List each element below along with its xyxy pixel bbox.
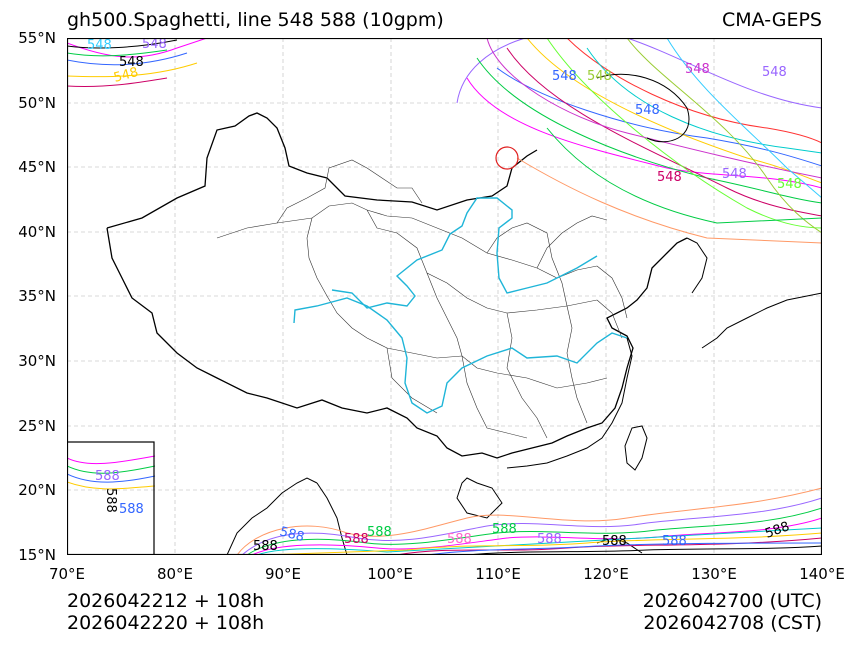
svg-text:588: 588: [367, 525, 392, 540]
map-title: gh500.Spaghetti, line 548 588 (10gpm): [67, 9, 444, 31]
svg-text:588: 588: [119, 502, 144, 517]
inset-frame: [67, 441, 155, 555]
svg-text:548: 548: [777, 177, 802, 192]
y-tick-20n: 20°N: [18, 481, 56, 499]
footer-init-times: 2026042212 + 108h 2026042220 + 108h: [67, 590, 264, 634]
svg-text:588: 588: [103, 488, 118, 513]
model-name: CMA-GEPS: [721, 9, 822, 31]
svg-text:588: 588: [602, 534, 627, 549]
china-border: [106, 112, 688, 459]
labels-548: 548 548 548 548 548 548 548 548 548 548 …: [87, 38, 802, 192]
map-canvas: 548 548 548 548 548 548 548 548 548 548 …: [67, 38, 822, 555]
svg-text:548: 548: [657, 170, 682, 185]
x-tick-110e: 110°E: [475, 565, 521, 583]
contours-548: [67, 38, 822, 244]
x-tick-120e: 120°E: [583, 565, 629, 583]
y-tick-50n: 50°N: [18, 94, 56, 112]
valid-time-cst: 2026042708 (CST): [643, 612, 822, 634]
svg-text:588: 588: [253, 539, 278, 554]
svg-text:548: 548: [762, 65, 787, 80]
svg-text:548: 548: [722, 167, 747, 182]
x-tick-140e: 140°E: [799, 565, 845, 583]
x-tick-100e: 100°E: [367, 565, 413, 583]
y-tick-25n: 25°N: [18, 417, 56, 435]
x-tick-90e: 90°E: [264, 565, 302, 583]
x-tick-130e: 130°E: [691, 565, 737, 583]
svg-text:548: 548: [552, 69, 577, 84]
svg-text:588: 588: [492, 522, 517, 537]
svg-text:548: 548: [119, 55, 144, 70]
map-frame: [67, 38, 822, 555]
map-area: 548 548 548 548 548 548 548 548 548 548 …: [67, 38, 822, 555]
svg-text:588: 588: [278, 524, 306, 545]
svg-text:548: 548: [142, 38, 167, 52]
y-tick-45n: 45°N: [18, 158, 56, 176]
svg-text:548: 548: [685, 62, 710, 77]
valid-time-utc: 2026042700 (UTC): [642, 590, 822, 612]
y-tick-35n: 35°N: [18, 287, 56, 305]
footer-valid-times: 2026042700 (UTC) 2026042708 (CST): [643, 590, 822, 634]
y-tick-55n: 55°N: [18, 29, 56, 47]
svg-text:548: 548: [87, 38, 112, 53]
y-tick-15n: 15°N: [18, 546, 56, 564]
svg-text:588: 588: [447, 532, 472, 547]
coastline: [226, 237, 822, 555]
y-tick-30n: 30°N: [18, 352, 56, 370]
labels-inset: 588 588 588: [95, 469, 144, 517]
svg-text:548: 548: [587, 69, 612, 84]
svg-text:588: 588: [763, 519, 791, 542]
closed-contour-red: [495, 146, 519, 170]
rivers: [293, 197, 628, 414]
y-tick-40n: 40°N: [18, 223, 56, 241]
contours-588: [67, 455, 822, 555]
x-tick-70e: 70°E: [48, 565, 86, 583]
svg-text:588: 588: [344, 532, 369, 547]
svg-text:548: 548: [635, 103, 660, 118]
province-borders: [216, 159, 628, 439]
svg-text:548: 548: [112, 65, 140, 86]
init-time-cst: 2026042220 + 108h: [67, 612, 265, 634]
svg-text:588: 588: [537, 532, 562, 547]
labels-588: 588 588 588 588 588 588 588 588 588 588: [253, 519, 792, 554]
init-time-utc: 2026042212 + 108h: [67, 590, 265, 612]
x-tick-80e: 80°E: [156, 565, 194, 583]
graticule: [67, 38, 822, 555]
svg-text:588: 588: [95, 469, 120, 484]
svg-text:588: 588: [662, 534, 687, 549]
